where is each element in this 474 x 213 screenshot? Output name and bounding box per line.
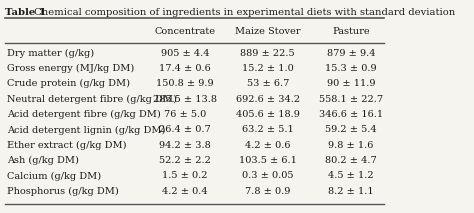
Text: Acid detergent lignin (g/kg DM): Acid detergent lignin (g/kg DM) xyxy=(7,125,165,134)
Text: 4.2 ± 0.4: 4.2 ± 0.4 xyxy=(162,187,208,196)
Text: 0.3 ± 0.05: 0.3 ± 0.05 xyxy=(242,171,293,180)
Text: Gross energy (MJ/kg DM): Gross energy (MJ/kg DM) xyxy=(7,64,135,73)
Text: 52.2 ± 2.2: 52.2 ± 2.2 xyxy=(159,156,211,165)
Text: Pasture: Pasture xyxy=(332,27,370,36)
Text: Chemical composition of ingredients in experimental diets with standard deviatio: Chemical composition of ingredients in e… xyxy=(31,8,456,17)
Text: Phosphorus (g/kg DM): Phosphorus (g/kg DM) xyxy=(7,187,119,196)
Text: 63.2 ± 5.1: 63.2 ± 5.1 xyxy=(242,125,293,134)
Text: Acid detergent fibre (g/kg DM): Acid detergent fibre (g/kg DM) xyxy=(7,110,161,119)
Text: 94.2 ± 3.8: 94.2 ± 3.8 xyxy=(159,141,210,150)
Text: 9.8 ± 1.6: 9.8 ± 1.6 xyxy=(328,141,374,150)
Text: 4.5 ± 1.2: 4.5 ± 1.2 xyxy=(328,171,374,180)
Text: 15.2 ± 1.0: 15.2 ± 1.0 xyxy=(242,64,293,73)
Text: 80.2 ± 4.7: 80.2 ± 4.7 xyxy=(325,156,377,165)
Text: 59.2 ± 5.4: 59.2 ± 5.4 xyxy=(325,125,376,134)
Text: 889 ± 22.5: 889 ± 22.5 xyxy=(240,49,295,58)
Text: 405.6 ± 18.9: 405.6 ± 18.9 xyxy=(236,110,300,119)
Text: 558.1 ± 22.7: 558.1 ± 22.7 xyxy=(319,95,383,104)
Text: 879 ± 9.4: 879 ± 9.4 xyxy=(327,49,375,58)
Text: Ash (g/kg DM): Ash (g/kg DM) xyxy=(7,156,79,165)
Text: 26.4 ± 0.7: 26.4 ± 0.7 xyxy=(159,125,210,134)
Text: 346.6 ± 16.1: 346.6 ± 16.1 xyxy=(319,110,383,119)
Text: 905 ± 4.4: 905 ± 4.4 xyxy=(161,49,209,58)
Text: Maize Stover: Maize Stover xyxy=(235,27,301,36)
Text: 15.3 ± 0.9: 15.3 ± 0.9 xyxy=(325,64,376,73)
Text: 17.4 ± 0.6: 17.4 ± 0.6 xyxy=(159,64,210,73)
Text: Dry matter (g/kg): Dry matter (g/kg) xyxy=(7,49,94,58)
Text: Crude protein (g/kg DM): Crude protein (g/kg DM) xyxy=(7,79,130,88)
Text: 285.5 ± 13.8: 285.5 ± 13.8 xyxy=(153,95,217,104)
Text: 76 ± 5.0: 76 ± 5.0 xyxy=(164,110,206,119)
Text: 692.6 ± 34.2: 692.6 ± 34.2 xyxy=(236,95,300,104)
Text: Neutral detergent fibre (g/kg DM): Neutral detergent fibre (g/kg DM) xyxy=(7,95,177,104)
Text: Calcium (g/kg DM): Calcium (g/kg DM) xyxy=(7,171,101,181)
Text: 150.8 ± 9.9: 150.8 ± 9.9 xyxy=(156,79,214,88)
Text: Table 1: Table 1 xyxy=(5,8,46,17)
Text: 103.5 ± 6.1: 103.5 ± 6.1 xyxy=(239,156,297,165)
Text: 53 ± 6.7: 53 ± 6.7 xyxy=(246,79,289,88)
Text: Ether extract (g/kg DM): Ether extract (g/kg DM) xyxy=(7,141,127,150)
Text: 90 ± 11.9: 90 ± 11.9 xyxy=(327,79,375,88)
Text: 4.2 ± 0.6: 4.2 ± 0.6 xyxy=(245,141,291,150)
Text: 8.2 ± 1.1: 8.2 ± 1.1 xyxy=(328,187,374,196)
Text: 1.5 ± 0.2: 1.5 ± 0.2 xyxy=(162,171,208,180)
Text: Concentrate: Concentrate xyxy=(154,27,215,36)
Text: 7.8 ± 0.9: 7.8 ± 0.9 xyxy=(245,187,291,196)
